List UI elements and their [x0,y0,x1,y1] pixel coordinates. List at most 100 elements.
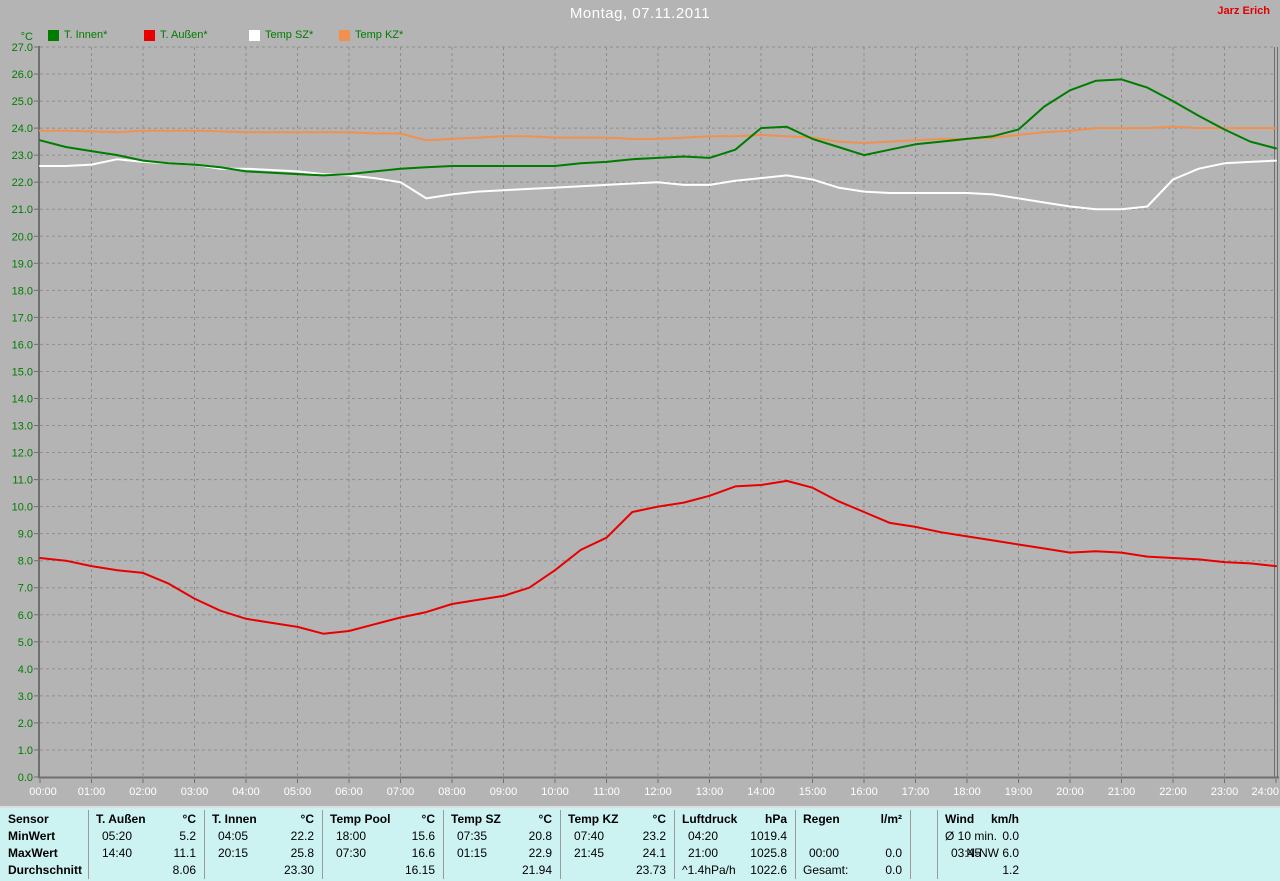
stats-time: 05:20 [102,829,133,843]
y-tick-label: 10.0 [12,502,33,514]
y-tick-label: 13.0 [12,421,33,433]
stats-header: Regen [803,812,840,826]
column-separator [88,810,89,879]
y-tick-label: 0.0 [18,772,33,784]
stats-row-label: MinWert [8,829,56,843]
column-separator [322,810,323,879]
legend-label-t-aussen: T. Außen* [160,29,208,41]
stats-row-label: Durchschnitt [8,863,83,877]
legend-label-temp-sz: Temp SZ* [265,29,314,41]
stats-row-label: MaxWert [8,846,58,860]
legend-item-temp-sz: Temp SZ* [249,29,313,41]
chart-legend: T. Innen* T. Außen* Temp SZ* Temp KZ* [0,29,1280,44]
column-separator [443,810,444,879]
legend-swatch-temp-kz [339,29,350,41]
stats-time: Ø 10 min. [945,829,998,843]
stats-value: 23.30 [283,863,314,877]
x-tick-label: 04:00 [232,786,260,798]
stats-row-label: Sensor [8,812,49,826]
stats-header: Temp KZ [568,812,619,826]
column-separator [560,810,561,879]
stats-time: 01:15 [457,846,488,860]
x-tick-label: 16:00 [850,786,878,798]
stats-unit: km/h [990,812,1019,826]
stats-time: 04:05 [218,829,249,843]
stats-table: Sensor MinWert MaxWert Durchschnitt T. Außen… [0,806,1280,881]
stats-value: 1.2 [1002,863,1019,877]
y-axis-unit: °C [21,31,33,43]
y-tick-label: 15.0 [12,366,33,378]
stats-header: Wind [945,812,975,826]
stats-value: 5.2 [179,829,196,843]
y-tick-label: 25.0 [12,96,33,108]
legend-item-t-aussen: T. Außen* [144,29,208,41]
stats-unit: °C [538,812,552,826]
stats-time: 00:00 [809,846,840,860]
legend-label-t-innen: T. Innen* [64,29,108,41]
stats-time: 21:45 [574,846,605,860]
x-tick-label: 15:00 [799,786,827,798]
y-tick-label: 27.0 [12,42,33,54]
stats-time: 18:00 [336,829,367,843]
x-tick-label: 24:00 [1251,786,1279,798]
x-tick-label: 08:00 [438,786,466,798]
column-separator [674,810,675,879]
legend-swatch-t-innen [48,29,59,41]
y-tick-label: 7.0 [18,583,33,595]
stats-value: 22.2 [290,829,314,843]
y-tick-label: 1.0 [18,745,33,757]
series-t-innen [39,78,1277,177]
stats-value: 24.1 [642,846,666,860]
stats-header: T. Außen [96,812,146,826]
author-label: Jarz Erich [1217,5,1270,17]
y-tick-label: 9.0 [18,529,33,541]
x-tick-label: 18:00 [953,786,981,798]
y-tick-label: 21.0 [12,204,33,216]
stats-value: 22.9 [528,846,552,860]
stats-unit: hPa [764,812,787,826]
x-tick-label: 06:00 [335,786,363,798]
stats-value: N-NW 6.0 [966,846,1019,860]
stats-value: 20.8 [528,829,552,843]
x-tick-label: 23:00 [1211,786,1239,798]
stats-unit: °C [300,812,314,826]
stats-time: 21:00 [688,846,719,860]
x-tick-label: 22:00 [1159,786,1187,798]
stats-value: 23.2 [642,829,666,843]
stats-value: 0.0 [885,846,902,860]
stats-unit: °C [652,812,666,826]
series-temp-kz [39,125,1277,144]
stats-time: Gesamt: [803,863,849,877]
series-t-aussen [39,479,1277,635]
x-tick-label: 02:00 [129,786,157,798]
column-separator [204,810,205,879]
stats-value: 8.06 [172,863,196,877]
x-tick-label: 14:00 [747,786,775,798]
y-tick-label: 8.0 [18,556,33,568]
temperature-chart: 0.0 1.0 2.0 3.0 4.0 5.0 6.0 7.0 8.0 9.0 10.0 11.0 12… [12,31,1279,798]
y-tick-label: 18.0 [12,285,33,297]
stats-time: 03:45 [951,846,982,860]
y-tick-label: 14.0 [12,393,33,405]
stats-value: 16.6 [411,846,435,860]
legend-label-temp-kz: Temp KZ* [355,29,404,41]
legend-swatch-temp-sz [249,29,260,41]
x-tick-label: 01:00 [78,786,106,798]
legend-item-temp-kz: Temp KZ* [339,29,403,41]
x-tick-label: 12:00 [644,786,672,798]
y-tick-label: 11.0 [12,475,33,487]
stats-value: 25.8 [290,846,314,860]
x-tick-label: 00:00 [29,786,57,798]
stats-value: 11.1 [173,846,196,860]
y-tick-label: 24.0 [12,123,33,135]
y-tick-label: 19.0 [12,258,33,270]
y-tick-label: 6.0 [18,610,33,622]
stats-time: ^1.4hPa/h [682,863,736,877]
x-tick-label: 03:00 [181,786,209,798]
stats-value: 1025.8 [750,846,787,860]
stats-time: 07:30 [336,846,367,860]
y-tick-label: 17.0 [12,312,33,324]
legend-item-t-innen: T. Innen* [48,29,107,41]
stats-unit: °C [182,812,196,826]
